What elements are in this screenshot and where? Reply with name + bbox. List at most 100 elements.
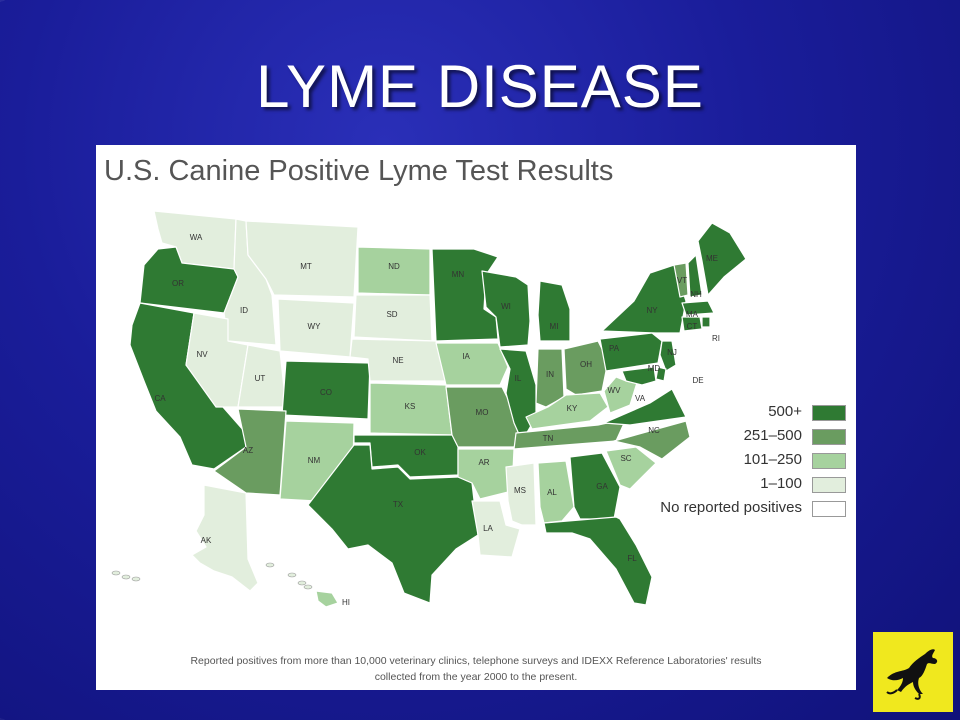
state-label: WA [190, 233, 203, 242]
legend-swatch [812, 405, 846, 421]
state-label: TX [393, 500, 404, 509]
state-label: NM [308, 456, 321, 465]
state-wi [481, 270, 531, 348]
state-label: VA [635, 394, 646, 403]
state-label: OK [414, 448, 426, 457]
state-me [697, 222, 747, 296]
state-label: GA [596, 482, 608, 491]
state-sc [605, 446, 657, 490]
footnote-line: Reported positives from more than 10,000… [190, 655, 762, 667]
state-la [471, 500, 521, 558]
state-label: ME [706, 254, 718, 263]
state-mn [431, 248, 499, 342]
state-va [603, 388, 687, 426]
legend-label: 500+ [768, 403, 802, 420]
footnote-line: collected from the year 2000 to the pres… [374, 671, 578, 683]
state-label: IN [546, 370, 554, 379]
state-label: AR [478, 458, 489, 467]
state-label: MT [300, 262, 312, 271]
logo-badge [873, 632, 953, 712]
state-ri [701, 316, 711, 328]
state-hi [315, 590, 339, 608]
state-label: CA [154, 394, 166, 403]
state-label: CO [320, 388, 332, 397]
state-label: KY [567, 404, 578, 413]
state-label: DE [692, 376, 703, 385]
state-de [655, 366, 667, 382]
state-label: UT [255, 374, 266, 383]
state-ms [505, 462, 537, 526]
legend-label: 1–100 [760, 475, 802, 492]
island-shape [111, 570, 121, 576]
state-label: TN [543, 434, 554, 443]
island-shape [265, 562, 275, 568]
map-title: U.S. Canine Positive Lyme Test Results [104, 155, 614, 187]
state-label: HI [342, 598, 350, 607]
state-ma [681, 300, 715, 316]
legend-item: No reported positives [654, 499, 850, 523]
state-label: WV [608, 386, 622, 395]
state-label: ID [240, 306, 248, 315]
state-md [621, 366, 657, 386]
state-nj [659, 340, 677, 372]
state-label: MA [686, 310, 699, 319]
legend-swatch [812, 453, 846, 469]
legend-item: 101–250 [654, 451, 850, 475]
state-label: NH [690, 290, 702, 299]
state-label: LA [483, 524, 493, 533]
state-label: FL [627, 554, 637, 563]
state-label: NV [196, 350, 208, 359]
state-ak [191, 484, 259, 592]
state-nd [357, 246, 431, 296]
legend-label: No reported positives [660, 499, 802, 516]
state-oh [563, 340, 609, 396]
horse-icon [886, 649, 938, 700]
state-nh [687, 254, 703, 298]
state-mt [245, 220, 359, 298]
state-label: NJ [667, 348, 677, 357]
island-shape [121, 574, 131, 580]
state-label: PA [609, 344, 620, 353]
state-label: MS [514, 486, 526, 495]
state-label: CT [687, 322, 698, 331]
legend-item: 500+ [654, 403, 850, 427]
state-label: ND [388, 262, 400, 271]
island-shape [287, 572, 297, 578]
state-label: AK [201, 536, 212, 545]
state-nc [613, 420, 691, 460]
state-label: MD [648, 364, 661, 373]
legend-swatch [812, 429, 846, 445]
state-label: MN [452, 270, 465, 279]
state-ky [525, 392, 609, 430]
state-label: SD [386, 310, 397, 319]
legend: 500+ 251–500 101–250 1–100 No reported p… [654, 403, 850, 523]
state-ia [435, 342, 509, 386]
slide-title: LYME DISEASE [256, 53, 704, 120]
state-co [281, 360, 371, 420]
state-ok [353, 434, 459, 478]
state-label: RI [712, 334, 720, 343]
state-label: AL [547, 488, 557, 497]
state-label: OH [580, 360, 592, 369]
state-tn [513, 418, 627, 450]
state-label: OR [172, 279, 184, 288]
state-fl [543, 516, 653, 606]
state-label: SC [620, 454, 631, 463]
state-label: VT [677, 276, 687, 285]
legend-item: 251–500 [654, 427, 850, 451]
legend-item: 1–100 [654, 475, 850, 499]
island-shape [297, 580, 307, 586]
state-label: NE [392, 356, 403, 365]
map-panel: WA OR CA ID NV MT WY UT CO AZ NM ND SD NE KS OK TX MN IA MO… [96, 145, 856, 690]
legend-swatch [812, 501, 846, 517]
island-shape [131, 576, 141, 582]
state-label: MO [476, 408, 489, 417]
state-mi [537, 280, 571, 342]
state-label: WI [501, 302, 511, 311]
state-label: KS [405, 402, 416, 411]
legend-swatch [812, 477, 846, 493]
state-label: NC [648, 426, 660, 435]
state-ct [681, 316, 703, 332]
island-shape [303, 584, 313, 590]
state-tx [307, 444, 479, 604]
